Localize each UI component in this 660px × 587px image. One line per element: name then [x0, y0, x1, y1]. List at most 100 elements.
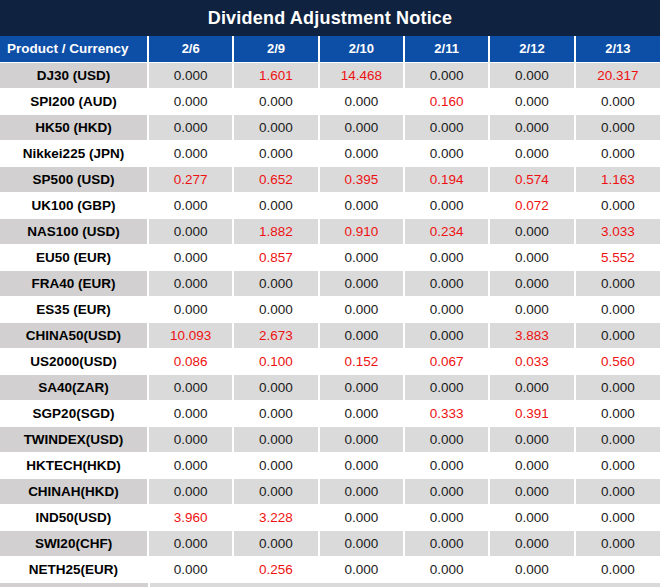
- value-cell: 0.000: [148, 374, 233, 400]
- product-label: IND50(USD): [0, 504, 148, 530]
- product-label: EU50 (EUR): [0, 244, 148, 270]
- value-cell: 0.000: [233, 270, 318, 296]
- product-label: DJ30 (USD): [0, 62, 148, 88]
- value-cell: 0.395: [319, 166, 404, 192]
- date-header: 2/13: [575, 36, 660, 62]
- value-cell: 0.000: [489, 140, 574, 166]
- value-cell: 0.000: [404, 62, 489, 88]
- value-cell: 0.000: [233, 140, 318, 166]
- value-cell: 0.000: [319, 400, 404, 426]
- value-cell: 3.228: [233, 504, 318, 530]
- value-cell: 14.468: [319, 62, 404, 88]
- table-row: CHINAH(HKD)0.0000.0000.0000.0000.0000.00…: [0, 478, 660, 504]
- value-cell: 0.000: [319, 426, 404, 452]
- value-cell: 0.000: [489, 478, 574, 504]
- value-cell: 0.000: [319, 114, 404, 140]
- value-cell: 0.234: [404, 218, 489, 244]
- value-cell: 2.673: [233, 322, 318, 348]
- table-row: HKTECH(HKD)0.0000.0000.0000.0000.0000.00…: [0, 452, 660, 478]
- value-cell: 0.000: [319, 322, 404, 348]
- value-cell: 0.277: [148, 166, 233, 192]
- product-label: ES35 (EUR): [0, 296, 148, 322]
- value-cell: 0.000: [489, 244, 574, 270]
- value-cell: 0.000: [319, 270, 404, 296]
- dividend-table: Product / Currency 2/62/92/102/112/122/1…: [0, 36, 660, 582]
- value-cell: 0.000: [575, 530, 660, 556]
- value-cell: 0.000: [233, 530, 318, 556]
- value-cell: 3.883: [489, 322, 574, 348]
- value-cell: 0.000: [233, 114, 318, 140]
- table-row: Nikkei225 (JPN)0.0000.0000.0000.0000.000…: [0, 140, 660, 166]
- product-label: Nikkei225 (JPN): [0, 140, 148, 166]
- value-cell: 0.000: [319, 504, 404, 530]
- product-label: HKTECH(HKD): [0, 452, 148, 478]
- value-cell: 0.152: [319, 348, 404, 374]
- value-cell: 0.333: [404, 400, 489, 426]
- value-cell: 0.000: [233, 478, 318, 504]
- table-row: HK50 (HKD)0.0000.0000.0000.0000.0000.000: [0, 114, 660, 140]
- value-cell: 0.000: [319, 452, 404, 478]
- value-cell: 0.000: [148, 244, 233, 270]
- product-currency-header: Product / Currency: [0, 36, 148, 62]
- value-cell: 0.000: [404, 556, 489, 582]
- value-cell: 0.000: [319, 478, 404, 504]
- value-cell: 0.000: [148, 270, 233, 296]
- value-cell: 0.086: [148, 348, 233, 374]
- value-cell: 0.000: [148, 114, 233, 140]
- value-cell: 0.000: [148, 400, 233, 426]
- date-header: 2/6: [148, 36, 233, 62]
- value-cell: 0.072: [489, 192, 574, 218]
- table-row: SA40(ZAR)0.0000.0000.0000.0000.0000.000: [0, 374, 660, 400]
- value-cell: 0.000: [148, 140, 233, 166]
- value-cell: 0.160: [404, 88, 489, 114]
- value-cell: 0.000: [233, 374, 318, 400]
- value-cell: 0.000: [489, 556, 574, 582]
- value-cell: 0.000: [404, 322, 489, 348]
- value-cell: 0.000: [319, 88, 404, 114]
- value-cell: 0.000: [233, 192, 318, 218]
- value-cell: 0.652: [233, 166, 318, 192]
- value-cell: 0.000: [489, 452, 574, 478]
- value-cell: 0.000: [404, 296, 489, 322]
- table-row: DJ30 (USD)0.0001.60114.4680.0000.00020.3…: [0, 62, 660, 88]
- table-row: SPI200 (AUD)0.0000.0000.0000.1600.0000.0…: [0, 88, 660, 114]
- value-cell: 0.000: [319, 296, 404, 322]
- product-label: SP500 (USD): [0, 166, 148, 192]
- value-cell: 0.000: [489, 270, 574, 296]
- table-row: US2000(USD)0.0860.1000.1520.0670.0330.56…: [0, 348, 660, 374]
- value-cell: 0.000: [404, 452, 489, 478]
- value-cell: 0.000: [404, 478, 489, 504]
- value-cell: 0.000: [148, 478, 233, 504]
- product-label: FRA40 (EUR): [0, 270, 148, 296]
- value-cell: 0.000: [148, 530, 233, 556]
- product-label: CHINA50(USD): [0, 322, 148, 348]
- product-label: NETH25(EUR): [0, 556, 148, 582]
- product-label: US2000(USD): [0, 348, 148, 374]
- table-row: SP500 (USD)0.2770.6520.3950.1940.5741.16…: [0, 166, 660, 192]
- product-label: SGP20(SGD): [0, 400, 148, 426]
- product-label: NAS100 (USD): [0, 218, 148, 244]
- table-row: ES35 (EUR)0.0000.0000.0000.0000.0000.000: [0, 296, 660, 322]
- value-cell: 0.000: [575, 374, 660, 400]
- value-cell: 0.000: [148, 192, 233, 218]
- table-row: NAS100 (USD)0.0001.8820.9100.2340.0003.0…: [0, 218, 660, 244]
- value-cell: 0.000: [489, 218, 574, 244]
- value-cell: 0.574: [489, 166, 574, 192]
- product-label: TWINDEX(USD): [0, 426, 148, 452]
- value-cell: 0.000: [489, 88, 574, 114]
- value-cell: 0.000: [233, 452, 318, 478]
- value-cell: 0.000: [489, 62, 574, 88]
- value-cell: 0.391: [489, 400, 574, 426]
- value-cell: 0.000: [489, 114, 574, 140]
- date-header: 2/11: [404, 36, 489, 62]
- value-cell: 0.000: [148, 426, 233, 452]
- value-cell: 0.560: [575, 348, 660, 374]
- value-cell: 0.000: [148, 296, 233, 322]
- value-cell: 0.000: [404, 270, 489, 296]
- value-cell: 1.601: [233, 62, 318, 88]
- value-cell: 0.000: [404, 114, 489, 140]
- value-cell: 0.000: [489, 426, 574, 452]
- product-label: SPI200 (AUD): [0, 88, 148, 114]
- value-cell: 0.000: [575, 426, 660, 452]
- value-cell: 0.857: [233, 244, 318, 270]
